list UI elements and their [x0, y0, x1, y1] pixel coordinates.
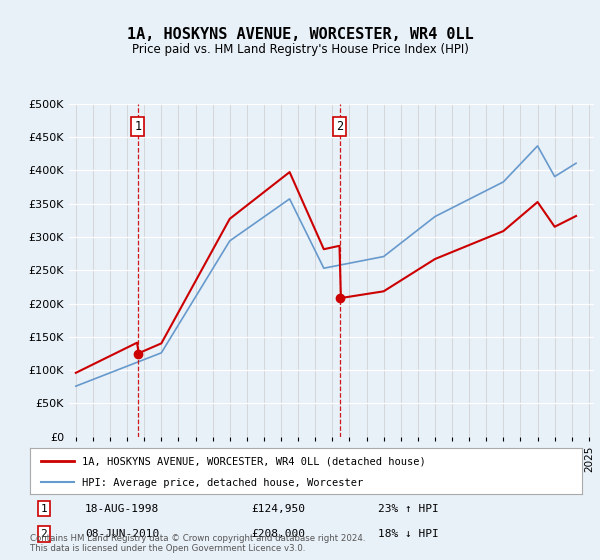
Text: Price paid vs. HM Land Registry's House Price Index (HPI): Price paid vs. HM Land Registry's House … — [131, 43, 469, 56]
Text: Contains HM Land Registry data © Crown copyright and database right 2024.
This d: Contains HM Land Registry data © Crown c… — [30, 534, 365, 553]
Text: 23% ↑ HPI: 23% ↑ HPI — [378, 503, 439, 514]
Text: £208,000: £208,000 — [251, 529, 305, 539]
Text: HPI: Average price, detached house, Worcester: HPI: Average price, detached house, Worc… — [82, 478, 364, 488]
Text: 2: 2 — [40, 529, 47, 539]
Text: 1: 1 — [134, 120, 142, 133]
Text: 18% ↓ HPI: 18% ↓ HPI — [378, 529, 439, 539]
Text: 08-JUN-2010: 08-JUN-2010 — [85, 529, 160, 539]
Text: 2: 2 — [337, 120, 343, 133]
Text: 1A, HOSKYNS AVENUE, WORCESTER, WR4 0LL: 1A, HOSKYNS AVENUE, WORCESTER, WR4 0LL — [127, 27, 473, 42]
Text: 18-AUG-1998: 18-AUG-1998 — [85, 503, 160, 514]
Text: 1: 1 — [40, 503, 47, 514]
Text: £124,950: £124,950 — [251, 503, 305, 514]
Text: 1A, HOSKYNS AVENUE, WORCESTER, WR4 0LL (detached house): 1A, HOSKYNS AVENUE, WORCESTER, WR4 0LL (… — [82, 457, 426, 467]
